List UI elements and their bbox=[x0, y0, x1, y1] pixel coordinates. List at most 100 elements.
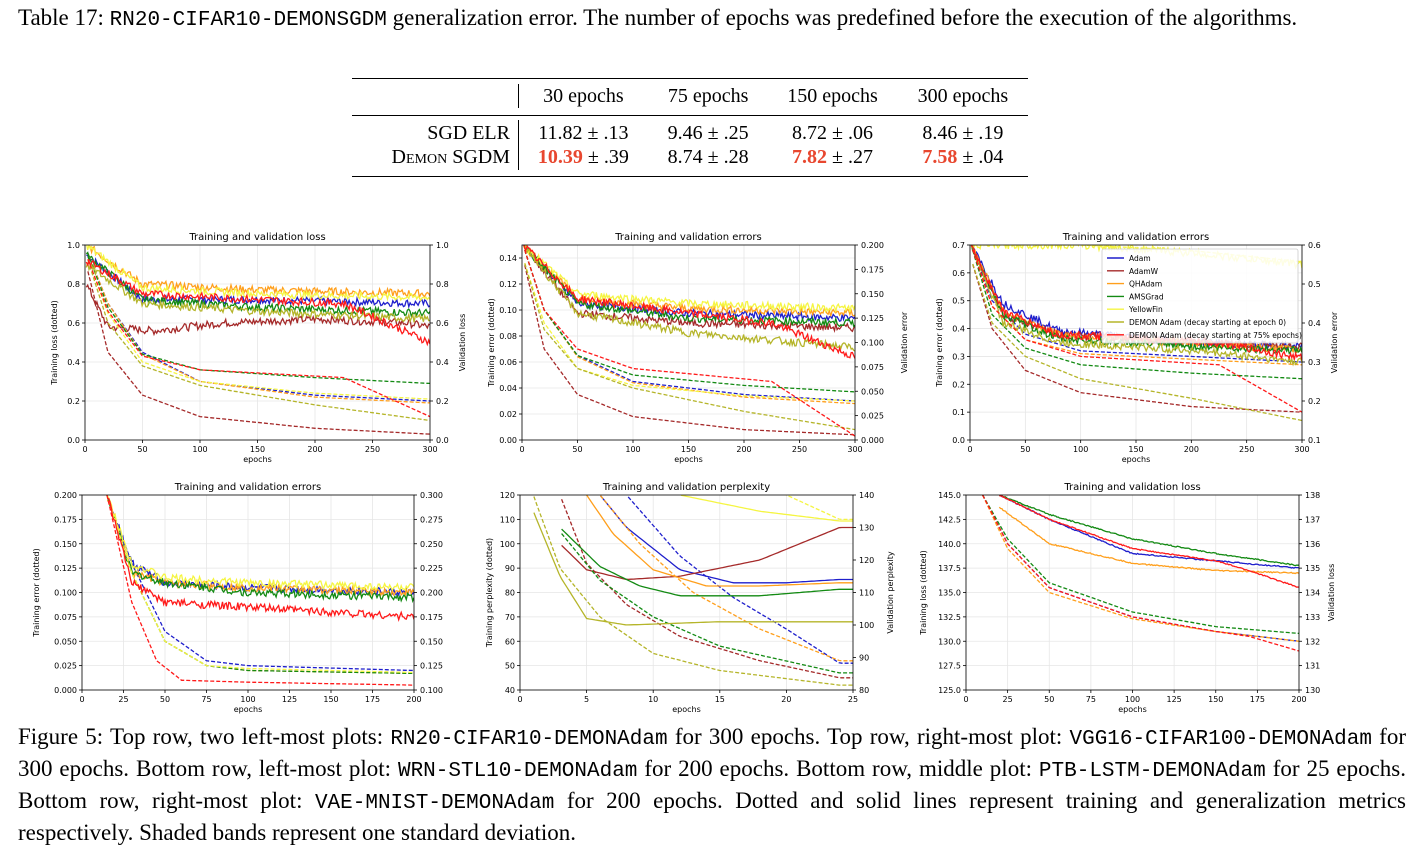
y2-tick-label: 138 bbox=[1305, 491, 1320, 500]
y2-tick-label: 100 bbox=[859, 621, 874, 630]
series-train-line bbox=[524, 249, 855, 393]
table-header: 30 epochs bbox=[543, 85, 624, 107]
caption-code: VGG16-CIFAR100-DEMONAdam bbox=[1069, 728, 1372, 751]
y-tick-label: 0.7 bbox=[952, 241, 965, 250]
chart-svg: Training and validation errors 0 25 50 75 100… bbox=[32, 482, 443, 714]
x-tick-label: 150 bbox=[250, 445, 265, 454]
cell-mean: 8.46 bbox=[922, 121, 958, 144]
chart-svg: Training and validation perplexity 0 5 10 15… bbox=[485, 482, 895, 714]
y-tick-label: 0.4 bbox=[952, 325, 965, 334]
chart-svg: Training and validation errors 0 50 100 150 2… bbox=[935, 232, 1339, 464]
y-tick-label: 0.0 bbox=[67, 436, 80, 445]
table-header: 75 epochs bbox=[667, 85, 749, 107]
y2-tick-label: 110 bbox=[859, 589, 874, 598]
x-tick-label: 150 bbox=[1208, 695, 1223, 704]
y-tick-label: 0.2 bbox=[952, 380, 965, 389]
cell-std: ± .27 bbox=[827, 145, 874, 168]
y2-tick-label: 0.2 bbox=[436, 397, 449, 406]
y-tick-label: 140.0 bbox=[938, 540, 961, 549]
series-train-line bbox=[784, 495, 853, 521]
table-caption-label: Table 17: bbox=[18, 5, 104, 30]
series-train-line bbox=[524, 263, 855, 431]
y2-tick-label: 0.4 bbox=[1308, 319, 1321, 328]
y-tick-label: 127.5 bbox=[938, 662, 961, 671]
x-tick-label: 100 bbox=[192, 445, 207, 454]
y-tick-label: 0.2 bbox=[67, 397, 80, 406]
x-tick-label: 125 bbox=[1166, 695, 1181, 704]
y2-tick-label: 0.175 bbox=[861, 265, 884, 274]
x-tick-label: 300 bbox=[422, 445, 437, 454]
y2-tick-label: 0.275 bbox=[420, 515, 443, 524]
y2-tick-label: 0.075 bbox=[861, 363, 884, 372]
x-tick-label: 0 bbox=[82, 445, 87, 454]
x-axis-label: epochs bbox=[674, 455, 703, 464]
y-tick-label: 132.5 bbox=[938, 613, 961, 622]
caption-text: Figure 5: Top row, two left-most plots: bbox=[18, 724, 391, 749]
y2-tick-label: 80 bbox=[859, 686, 869, 695]
table-bottom-rule bbox=[352, 176, 1028, 177]
chart-title: Training and validation loss bbox=[188, 232, 325, 243]
x-tick-label: 20 bbox=[781, 695, 791, 704]
chart-title: Training and validation errors bbox=[614, 232, 761, 243]
caption-code: RN20-CIFAR10-DEMONAdam bbox=[390, 728, 668, 751]
x-axis-label: epochs bbox=[234, 705, 263, 714]
y-tick-label: 125.0 bbox=[938, 686, 961, 695]
series-val-line bbox=[586, 495, 853, 587]
y2-tick-label: 0.300 bbox=[420, 491, 443, 500]
y-tick-label: 0.050 bbox=[54, 637, 77, 646]
series-train-line bbox=[972, 249, 1302, 413]
y-tick-label: 0.14 bbox=[499, 254, 517, 263]
series-train-line bbox=[972, 263, 1302, 422]
y-tick-label: 0.6 bbox=[952, 269, 965, 278]
y2-tick-label: 0.2 bbox=[1308, 397, 1321, 406]
series-val-line bbox=[999, 495, 1299, 569]
table-cell: 8.74 ± .28 bbox=[649, 145, 768, 169]
x-tick-label: 25 bbox=[848, 695, 858, 704]
y-axis-label: Training perplexity (dotted) bbox=[485, 538, 494, 648]
y-tick-label: 0.150 bbox=[54, 540, 77, 549]
series-train-line bbox=[524, 249, 855, 437]
cell-std: ± .06 bbox=[827, 121, 874, 144]
cell-mean: 8.74 bbox=[667, 145, 703, 168]
x-tick-label: 75 bbox=[1086, 695, 1096, 704]
y-tick-label: 60 bbox=[505, 637, 515, 646]
series-train-line bbox=[982, 495, 1299, 635]
x-tick-label: 175 bbox=[1250, 695, 1265, 704]
y-tick-label: 90 bbox=[505, 564, 515, 573]
y2-tick-label: 0.8 bbox=[436, 280, 449, 289]
y2-tick-label: 0.250 bbox=[420, 540, 443, 549]
legend-label: DEMON Adam (decay starting at epoch 0) bbox=[1129, 318, 1286, 327]
series-val-line bbox=[523, 245, 855, 334]
y2-tick-label: 0.5 bbox=[1308, 280, 1321, 289]
table-header-row: 30 epochs 75 epochs 150 epochs 300 epoch… bbox=[352, 78, 1028, 115]
x-tick-label: 25 bbox=[1003, 695, 1013, 704]
table-mid-rule bbox=[352, 115, 1028, 116]
y2-tick-label: 0.000 bbox=[861, 436, 884, 445]
series-val-line bbox=[999, 495, 1299, 567]
series-val-line bbox=[523, 245, 855, 352]
y2-tick-label: 0.3 bbox=[1308, 358, 1321, 367]
legend-label: YellowFin bbox=[1128, 305, 1163, 314]
cell-mean: 7.58 bbox=[922, 145, 958, 168]
series-train-line bbox=[972, 250, 1302, 380]
table-cell: 8.72 ± .06 bbox=[767, 121, 897, 145]
x-tick-label: 150 bbox=[323, 695, 338, 704]
caption-text: for 200 epochs. Dotted and solid lines r… bbox=[18, 788, 1406, 845]
series-val-line bbox=[561, 526, 853, 581]
series-val-line bbox=[86, 245, 430, 302]
cell-mean: 11.82 bbox=[538, 121, 583, 144]
series-train-line bbox=[599, 495, 853, 662]
y2-axis-label: Validation loss bbox=[458, 314, 467, 372]
series-train-line bbox=[87, 259, 430, 422]
caption-code: WRN-STL10-DEMONAdam bbox=[397, 760, 638, 783]
y-tick-label: 0.02 bbox=[499, 410, 517, 419]
y-tick-label: 130.0 bbox=[938, 637, 961, 646]
caption-code: VAE-MNIST-DEMONAdam bbox=[314, 792, 555, 815]
x-tick-label: 0 bbox=[517, 695, 522, 704]
y-tick-label: 142.5 bbox=[938, 515, 961, 524]
y2-tick-label: 137 bbox=[1305, 515, 1320, 524]
x-tick-label: 0 bbox=[519, 445, 524, 454]
x-tick-label: 200 bbox=[736, 445, 751, 454]
table-cell: 9.46 ± .25 bbox=[649, 121, 768, 145]
x-axis-label: epochs bbox=[243, 455, 272, 464]
